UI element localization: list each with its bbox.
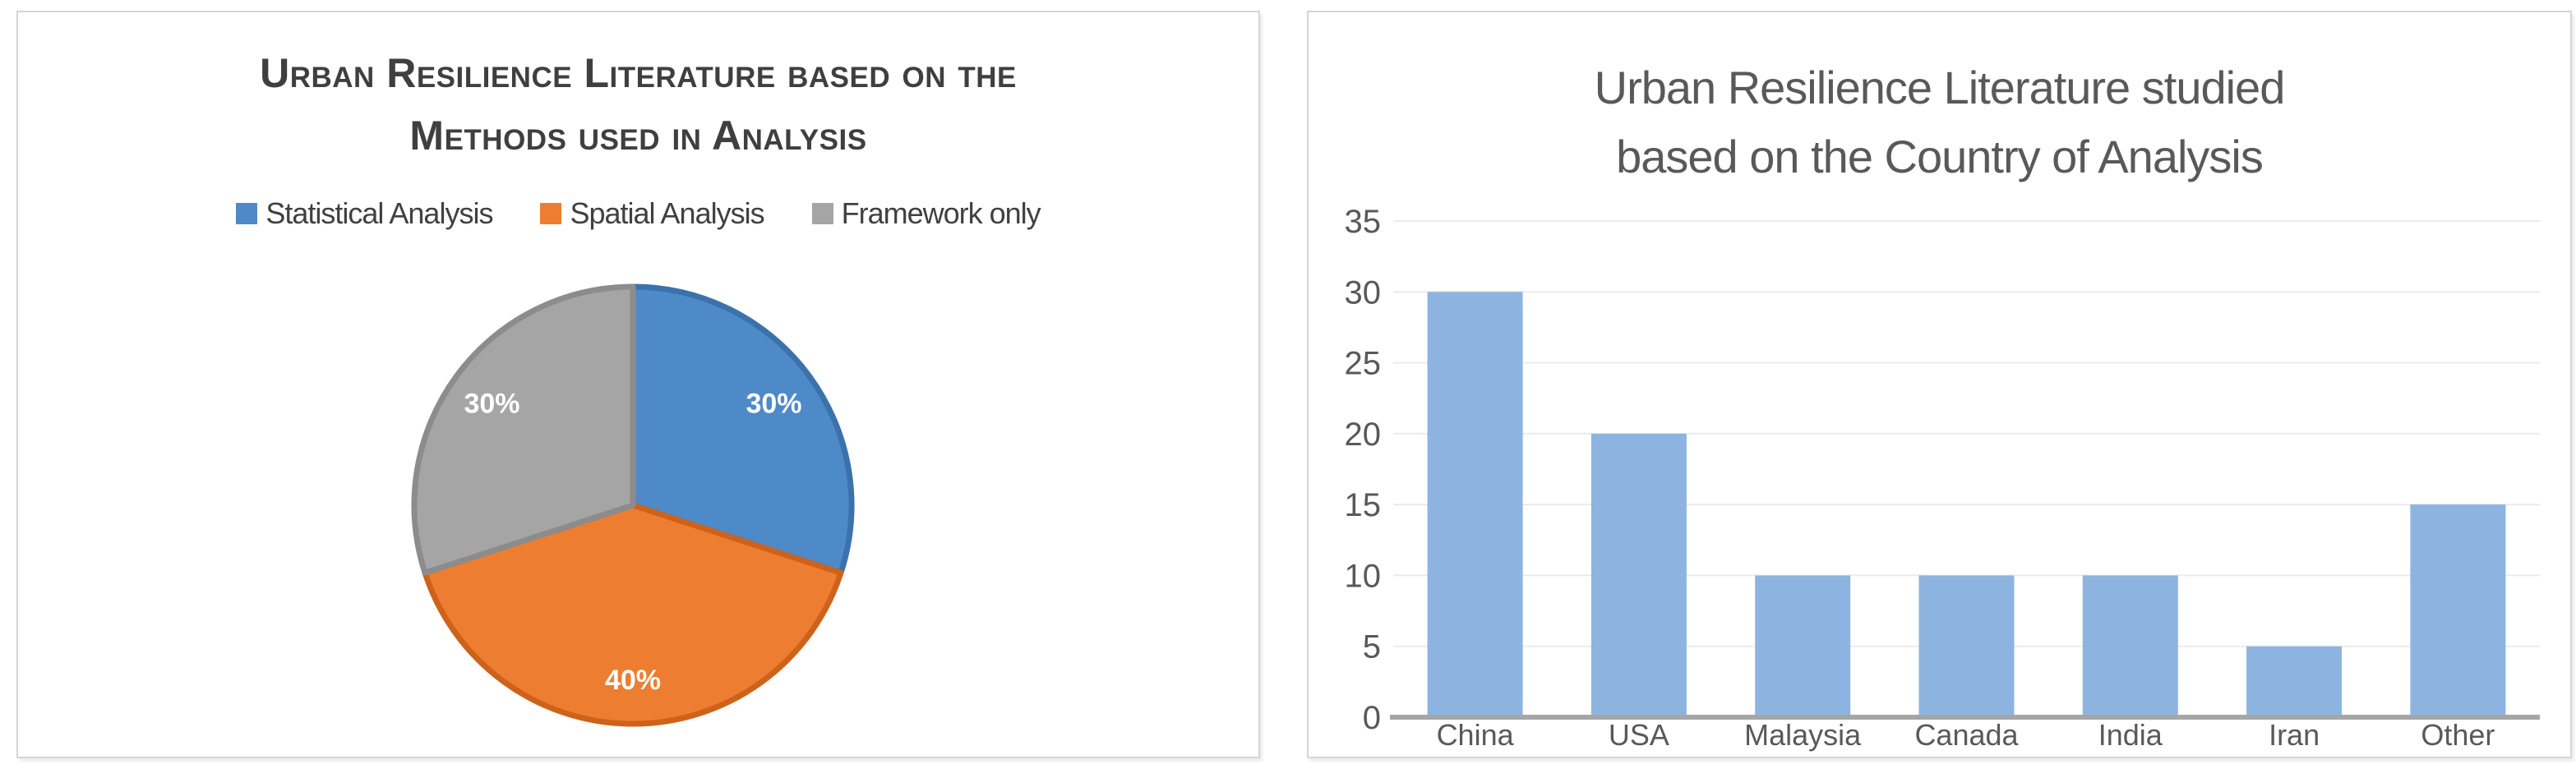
x-category-label-china: China — [1437, 718, 1515, 752]
y-tick-label-10: 10 — [1345, 558, 1382, 594]
y-tick-label-20: 20 — [1345, 417, 1382, 453]
bar-other — [2410, 504, 2506, 717]
pie-title-line-1: Urban Resilience Literature based on the — [260, 50, 1017, 96]
bar-chart-panel: Urban Resilience Literature studied base… — [1307, 11, 2572, 758]
legend-item-framework-only: Framework only — [811, 196, 1041, 231]
bar-iran — [2246, 646, 2343, 717]
legend-label-framework-only: Framework only — [841, 196, 1041, 230]
pie-data-label-statistical-analysis: 30% — [746, 388, 801, 419]
pie-data-label-spatial-analysis: 40% — [605, 665, 661, 696]
y-tick-label-25: 25 — [1345, 346, 1382, 382]
pie-chart: 30% 40% 30% — [411, 283, 855, 727]
y-tick-label-35: 35 — [1345, 204, 1382, 240]
legend-swatch-statistical-analysis — [236, 203, 258, 224]
x-category-label-canada: Canada — [1914, 718, 2019, 752]
x-category-label-malaysia: Malaysia — [1744, 718, 1862, 752]
pie-legend: Statistical Analysis Spatial Analysis Fr… — [18, 196, 1258, 231]
x-category-label-usa: USA — [1609, 718, 1669, 752]
bar-malaysia — [1755, 575, 1851, 717]
pie-title-line-2: Methods used in Analysis — [409, 113, 867, 159]
y-tick-label-30: 30 — [1345, 274, 1382, 311]
legend-swatch-framework-only — [811, 203, 833, 224]
pie-chart-panel: Urban Resilience Literature based on the… — [16, 11, 1260, 758]
y-tick-label-5: 5 — [1363, 629, 1381, 665]
bar-india — [2082, 575, 2178, 717]
pie-chart-title: Urban Resilience Literature based on the… — [18, 42, 1258, 167]
x-category-label-iran: Iran — [2269, 718, 2320, 752]
y-tick-label-0: 0 — [1363, 700, 1381, 736]
pie-slice-statistical-analysis — [630, 283, 855, 576]
bar-canada — [1918, 575, 2015, 717]
bar-china — [1427, 292, 1523, 717]
x-category-label-other: Other — [2421, 718, 2495, 752]
legend-label-spatial-analysis: Spatial Analysis — [570, 196, 764, 230]
bar-title-line-2: based on the Country of Analysis — [1616, 131, 2264, 182]
y-tick-label-15: 15 — [1345, 487, 1382, 523]
bar-chart: 0 5 10 15 20 25 30 35 China USA Malaysia Canada Indi… — [1345, 204, 2540, 752]
legend-swatch-spatial-analysis — [540, 203, 562, 224]
bar-title-line-1: Urban Resilience Literature studied — [1594, 62, 2286, 113]
legend-item-spatial-analysis: Spatial Analysis — [540, 196, 765, 231]
bar-chart-title: Urban Resilience Literature studied base… — [1309, 53, 2570, 191]
bar-usa — [1590, 433, 1687, 717]
pie-slice-framework-only — [411, 283, 636, 576]
legend-label-statistical-analysis: Statistical Analysis — [265, 196, 493, 230]
pie-slice-spatial-analysis — [422, 502, 844, 727]
legend-item-statistical-analysis: Statistical Analysis — [236, 196, 493, 231]
pie-data-label-framework-only: 30% — [464, 388, 519, 419]
x-category-label-india: India — [2098, 718, 2163, 752]
